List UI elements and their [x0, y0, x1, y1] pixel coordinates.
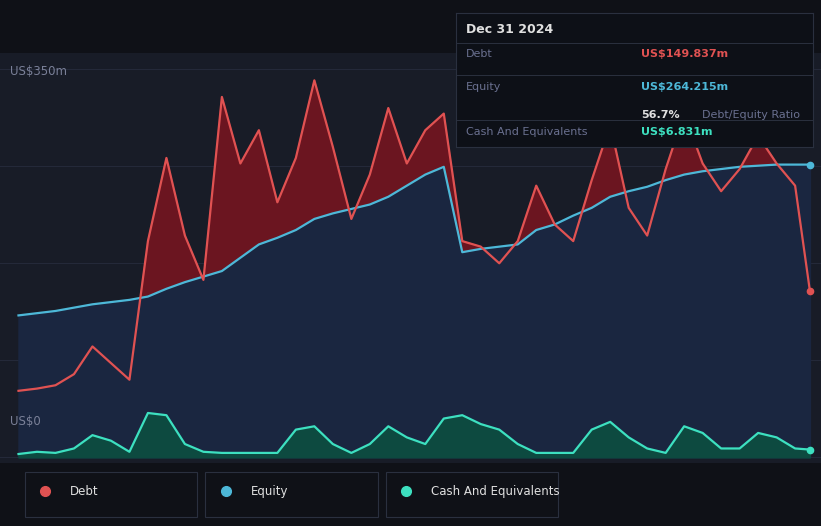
Text: Debt: Debt — [70, 485, 99, 498]
Text: 56.7%: 56.7% — [641, 110, 680, 120]
Text: Cash And Equivalents: Cash And Equivalents — [466, 127, 588, 137]
Text: US$6.831m: US$6.831m — [641, 127, 713, 137]
Text: US$350m: US$350m — [10, 65, 67, 78]
Text: Debt: Debt — [466, 49, 493, 59]
Text: US$0: US$0 — [10, 415, 40, 428]
Text: Debt/Equity Ratio: Debt/Equity Ratio — [702, 110, 800, 120]
Text: Equity: Equity — [250, 485, 288, 498]
Text: US$149.837m: US$149.837m — [641, 49, 728, 59]
Text: Cash And Equivalents: Cash And Equivalents — [431, 485, 560, 498]
Text: Dec 31 2024: Dec 31 2024 — [466, 23, 553, 36]
Text: Equity: Equity — [466, 82, 502, 92]
Text: US$264.215m: US$264.215m — [641, 82, 728, 92]
